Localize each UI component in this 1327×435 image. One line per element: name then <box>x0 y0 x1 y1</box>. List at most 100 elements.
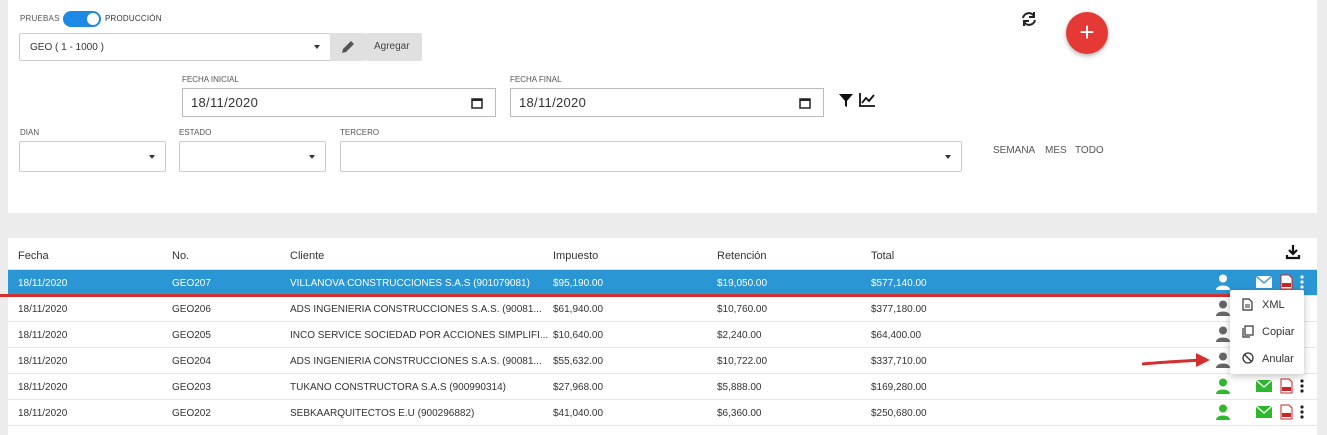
annotation-underline <box>0 294 1230 297</box>
fecha-inicial-value: 18/11/2020 <box>191 95 259 110</box>
cell-total: $64,400.00 <box>871 330 922 341</box>
series-select-value: GEO ( 1 - 1000 ) <box>30 42 104 53</box>
cell-total: $169,280.00 <box>871 382 927 393</box>
cell-impuesto: $95,190.00 <box>553 278 604 289</box>
chevron-down-icon <box>945 154 951 159</box>
menu-item-anular-label: Anular <box>1262 353 1294 365</box>
add-button[interactable]: Agregar <box>366 33 422 61</box>
pencil-icon <box>342 41 354 53</box>
more-vertical-icon[interactable] <box>1300 405 1304 419</box>
cell-fecha: 18/11/2020 <box>18 382 68 393</box>
dian-select[interactable] <box>19 141 166 172</box>
edit-button[interactable] <box>330 33 366 61</box>
download-icon[interactable] <box>1285 244 1301 260</box>
col-impuesto[interactable]: Impuesto <box>553 250 599 262</box>
cell-impuesto: $55,632.00 <box>553 356 604 367</box>
mail-icon[interactable] <box>1256 406 1272 418</box>
fecha-inicial-input[interactable]: 18/11/2020 <box>182 88 496 117</box>
add-button-label: Agregar <box>374 41 410 52</box>
tercero-label: TERCERO <box>340 128 380 137</box>
range-mes[interactable]: MES <box>1045 145 1067 156</box>
cell-impuesto: $61,940.00 <box>553 304 604 315</box>
fecha-inicial-label: FECHA INICIAL <box>182 75 239 84</box>
env-prod-label: PRODUCCIÓN <box>105 14 162 23</box>
pdf-icon[interactable] <box>1280 274 1293 290</box>
cell-fecha: 18/11/2020 <box>18 408 68 419</box>
range-semana[interactable]: SEMANA <box>993 145 1036 156</box>
menu-item-copiar[interactable]: Copiar <box>1230 319 1304 345</box>
env-toggle[interactable] <box>63 11 101 27</box>
table-header: Fecha No. Cliente Impuesto Retención Tot… <box>8 238 1317 270</box>
row-actions <box>1204 378 1304 396</box>
table-row[interactable]: 18/11/2020 GEO203 TUKANO CONSTRUCTORA S.A.… <box>8 374 1317 400</box>
table-row[interactable]: 18/11/2020 GEO202 SEBKAARQUITECTOS E.U (90… <box>8 400 1317 426</box>
estado-select[interactable] <box>179 141 326 172</box>
cell-total: $377,180.00 <box>871 304 927 315</box>
table-row[interactable]: 18/11/2020 GEO207 VILLANOVA CONSTRUCCIONES… <box>8 270 1317 296</box>
dian-status-icon[interactable] <box>1236 380 1250 396</box>
cell-retencion: $10,722.00 <box>717 356 768 367</box>
filter-icon[interactable] <box>838 92 854 108</box>
user-icon[interactable] <box>1216 378 1230 394</box>
cell-cliente: ADS INGENIERIA CONSTRUCCIONES S.A.S. (90… <box>290 356 542 367</box>
pdf-icon[interactable] <box>1280 378 1293 394</box>
refresh-icon[interactable] <box>1020 10 1038 28</box>
estado-label: ESTADO <box>179 128 212 137</box>
row-actions <box>1204 326 1304 344</box>
cell-total: $577,140.00 <box>871 278 927 289</box>
calendar-icon[interactable] <box>471 97 483 109</box>
col-cliente[interactable]: Cliente <box>290 250 325 262</box>
add-invoice-fab[interactable]: + <box>1066 12 1108 54</box>
cell-impuesto: $27,968.00 <box>553 382 604 393</box>
row-actions <box>1204 352 1304 370</box>
col-retencion[interactable]: Retención <box>717 250 767 262</box>
fecha-final-input[interactable]: 18/11/2020 <box>510 88 824 117</box>
col-fecha[interactable]: Fecha <box>18 250 49 262</box>
cell-fecha: 18/11/2020 <box>18 330 68 341</box>
env-tests-label: PRUEBAS <box>20 14 60 23</box>
cell-cliente: TUKANO CONSTRUCTORA S.A.S (900990314) <box>290 382 506 393</box>
more-vertical-icon[interactable] <box>1300 275 1304 289</box>
range-todo[interactable]: TODO <box>1075 145 1104 156</box>
pdf-icon[interactable] <box>1280 404 1293 420</box>
ban-icon <box>1242 352 1254 364</box>
table-row[interactable]: 18/11/2020 GEO204 ADS INGENIERIA CONSTRUCC… <box>8 348 1317 374</box>
mail-icon[interactable] <box>1256 276 1272 288</box>
row-actions <box>1204 404 1304 422</box>
row-actions <box>1204 300 1304 318</box>
cell-impuesto: $41,040.00 <box>553 408 604 419</box>
dian-status-icon[interactable] <box>1236 406 1250 422</box>
cell-cliente: INCO SERVICE SOCIEDAD POR ACCIONES SIMPL… <box>290 330 549 341</box>
cell-retencion: $6,360.00 <box>717 408 762 419</box>
row-actions <box>1204 274 1304 292</box>
table-row[interactable]: 18/11/2020 GEO206 ADS INGENIERIA CONSTRUCC… <box>8 296 1317 322</box>
cell-retencion: $10,760.00 <box>717 304 768 315</box>
user-icon[interactable] <box>1216 352 1230 368</box>
user-icon[interactable] <box>1216 326 1230 342</box>
invoice-table: Fecha No. Cliente Impuesto Retención Tot… <box>8 238 1317 435</box>
col-no[interactable]: No. <box>172 250 190 262</box>
menu-item-anular[interactable]: Anular <box>1230 346 1304 372</box>
cell-no: GEO203 <box>172 382 211 393</box>
calendar-icon[interactable] <box>799 97 811 109</box>
cell-cliente: ADS INGENIERIA CONSTRUCCIONES S.A.S. (90… <box>290 304 542 315</box>
menu-item-xml-label: XML <box>1262 299 1285 311</box>
user-icon[interactable] <box>1216 404 1230 420</box>
cell-total: $250,680.00 <box>871 408 927 419</box>
col-total[interactable]: Total <box>871 250 895 262</box>
mail-icon[interactable] <box>1256 380 1272 392</box>
fecha-final-value: 18/11/2020 <box>519 95 587 110</box>
menu-item-xml[interactable]: XML <box>1230 292 1304 318</box>
table-row[interactable]: 18/11/2020 GEO205 INCO SERVICE SOCIEDAD PO… <box>8 322 1317 348</box>
tercero-select[interactable] <box>340 141 962 172</box>
cell-no: GEO205 <box>172 330 211 341</box>
dian-label: DIAN <box>20 128 40 137</box>
cell-fecha: 18/11/2020 <box>18 356 68 367</box>
more-vertical-icon[interactable] <box>1300 379 1304 393</box>
series-select[interactable]: GEO ( 1 - 1000 ) <box>19 33 331 61</box>
cell-no: GEO206 <box>172 304 211 315</box>
cell-retencion: $19,050.00 <box>717 278 768 289</box>
chart-icon[interactable] <box>858 92 876 108</box>
user-icon[interactable] <box>1216 300 1230 316</box>
user-icon[interactable] <box>1216 274 1230 290</box>
